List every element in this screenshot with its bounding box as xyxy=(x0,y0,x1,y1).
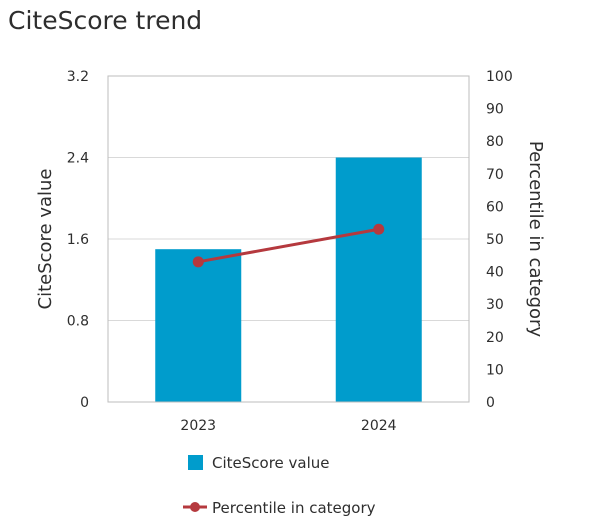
y-tick-left-label: 0 xyxy=(80,395,89,411)
legend-item-citescore[interactable]: CiteScore value xyxy=(188,454,330,472)
y-tick-right-label: 100 xyxy=(486,69,513,85)
y-tick-right-label: 40 xyxy=(486,265,504,281)
y-tick-left-label: 0.8 xyxy=(67,314,89,330)
legend: CiteScore value Percentile in category xyxy=(183,454,376,517)
y-tick-right-label: 10 xyxy=(486,362,504,378)
percentile-line-layer xyxy=(192,223,385,268)
y-tick-right-label: 0 xyxy=(486,395,495,411)
y-tick-right-label: 30 xyxy=(486,297,504,313)
y-tick-left-label: 3.2 xyxy=(67,69,89,85)
plot-frame xyxy=(107,75,470,403)
plot-border xyxy=(107,75,470,403)
left-axis-ticks: 0 0.8 1.6 2.4 3.2 xyxy=(67,69,89,411)
legend-label-citescore: CiteScore value xyxy=(212,454,330,472)
y-tick-right-label: 20 xyxy=(486,330,504,346)
y-tick-right-label: 70 xyxy=(486,167,504,183)
legend-swatch-bar xyxy=(188,455,203,470)
right-axis-ticks: 0 10 20 30 40 50 60 70 80 90 100 xyxy=(486,69,513,411)
percentile-line xyxy=(197,227,380,264)
bar-2023 xyxy=(155,249,242,402)
chart-title: CiteScore trend xyxy=(8,6,203,35)
y-tick-right-label: 80 xyxy=(486,134,504,150)
y-axis-label-right: Percentile in category xyxy=(525,141,546,338)
y-tick-left-label: 2.4 xyxy=(67,151,89,167)
y-tick-left-label: 1.6 xyxy=(67,232,89,248)
legend-item-percentile[interactable]: Percentile in category xyxy=(183,499,376,517)
x-axis-ticks: 2023 2024 xyxy=(180,418,396,434)
y-axis-label-left: CiteScore value xyxy=(35,168,56,309)
y-tick-right-label: 50 xyxy=(486,232,504,248)
y-tick-right-label: 60 xyxy=(486,199,504,215)
legend-swatch-marker xyxy=(190,502,200,512)
percentile-point-2023 xyxy=(192,256,204,268)
bars xyxy=(155,157,422,402)
x-tick-label: 2023 xyxy=(180,418,216,434)
percentile-point-2024 xyxy=(373,223,385,235)
y-tick-right-label: 90 xyxy=(486,102,504,118)
x-tick-label: 2024 xyxy=(361,418,397,434)
legend-label-percentile: Percentile in category xyxy=(212,499,376,517)
bar-2024 xyxy=(335,157,422,402)
